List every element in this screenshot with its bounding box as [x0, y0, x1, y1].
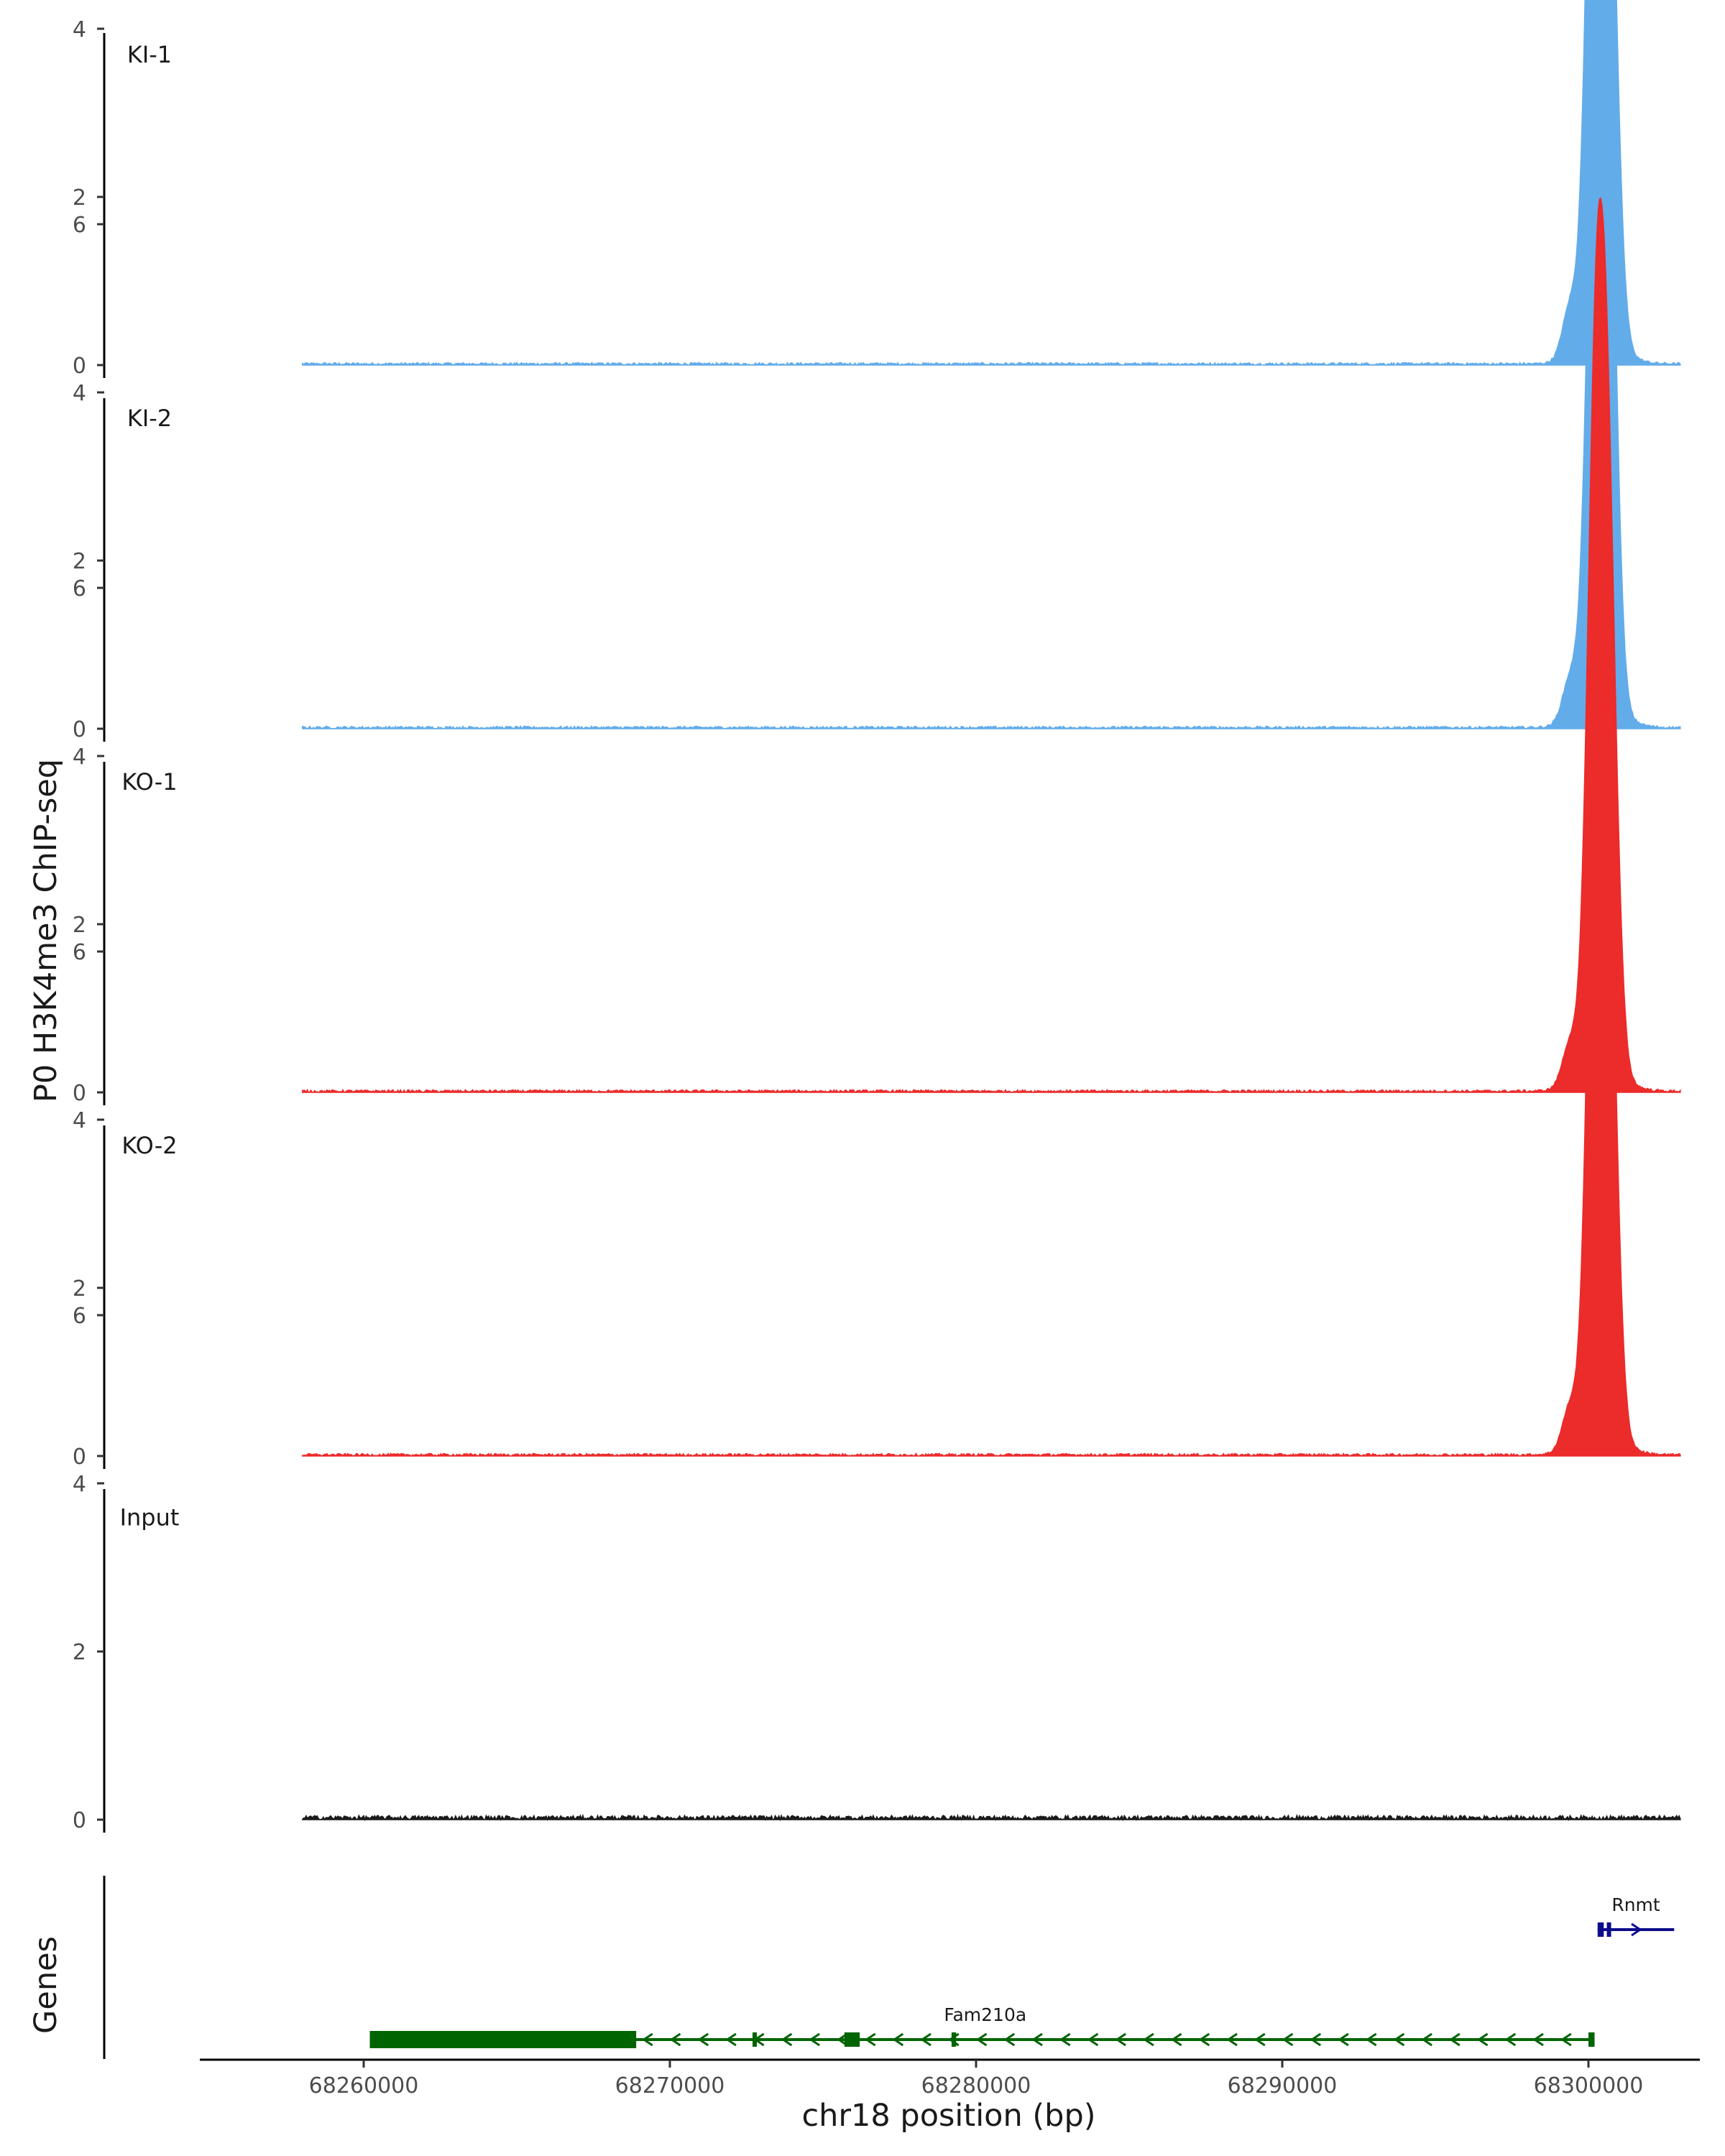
x-tick-label: 68280000	[921, 2073, 1031, 2099]
gene-exon	[369, 2031, 637, 2048]
strand-arrow-icon	[1087, 2032, 1099, 2047]
track-label-ki-2: KI-2	[127, 405, 172, 432]
gene-exon	[844, 2032, 860, 2047]
strand-arrow-icon	[864, 2032, 876, 2047]
y-tick-label: 2	[73, 1640, 86, 1665]
strand-arrow-icon	[1115, 2032, 1126, 2047]
y-tick-label: 2	[73, 1276, 86, 1302]
strand-arrow-icon	[1449, 2032, 1460, 2047]
gene-track: Fam210a Rnmt	[103, 1876, 1675, 2059]
signal-area-ki-2	[302, 0, 1681, 730]
y-tick-label: 6	[73, 940, 86, 965]
y-tick-label: 4	[73, 1108, 86, 1133]
strand-arrow-icon	[1226, 2032, 1238, 2047]
strand-arrow-icon	[1254, 2032, 1266, 2047]
gene-exon	[753, 2032, 758, 2047]
y-axis-title: P0 H3K4me3 ChIP-seq	[28, 759, 64, 1102]
strand-arrow-icon	[1560, 2032, 1572, 2047]
y-tick-label: 0	[73, 1808, 86, 1833]
gene-label-fam210a: Fam210a	[944, 2004, 1026, 2025]
strand-arrow-icon	[1170, 2032, 1182, 2047]
gene-exon	[1606, 1922, 1611, 1937]
strand-arrow-icon	[1143, 2032, 1154, 2047]
strand-arrow-icon	[975, 2032, 988, 2047]
y-tick-label: 6	[73, 213, 86, 238]
strand-arrow-icon	[642, 2032, 653, 2047]
y-tick-label: 0	[73, 1081, 86, 1106]
y-tick-label: 0	[73, 354, 86, 379]
signal-area-input	[302, 1813, 1681, 1822]
x-axis-title: chr18 position (bp)	[801, 2098, 1095, 2134]
track-ki-1: 0 2 4 6 KI-1	[73, 0, 1681, 379]
strand-arrow-icon	[1338, 2032, 1349, 2047]
y-tick-label: 2	[73, 913, 86, 938]
y-tick-label: 2	[73, 549, 86, 574]
y-tick-label: 4	[73, 381, 86, 406]
strand-arrow-icon	[809, 2032, 820, 2047]
gene-fam210a: Fam210a	[369, 2004, 1595, 2048]
strand-arrow-icon	[1310, 2032, 1322, 2047]
strand-arrow-icon	[669, 2032, 681, 2047]
strand-arrow-icon	[920, 2032, 932, 2047]
track-ko-1: 0 2 4 6 KO-1	[73, 197, 1681, 1106]
gene-exon	[951, 2032, 957, 2047]
gene-label-rnmt: Rnmt	[1611, 1894, 1660, 1915]
strand-arrow-icon	[1365, 2032, 1377, 2047]
track-input: 0 2 4 6 Input	[73, 1304, 1681, 1833]
y-tick-label: 0	[73, 1445, 86, 1470]
genes-track-title: Genes	[28, 1936, 64, 2034]
gene-exon	[1597, 1922, 1604, 1937]
strand-arrow-icon	[1532, 2032, 1544, 2047]
y-tick-label: 4	[73, 745, 86, 770]
strand-arrow-icon	[725, 2032, 737, 2047]
strand-arrow-icon	[1198, 2032, 1210, 2047]
track-label-input: Input	[120, 1504, 180, 1531]
gene-rnmt: Rnmt	[1597, 1894, 1675, 1937]
strand-arrow-icon	[781, 2032, 793, 2047]
strand-arrow-icon	[892, 2032, 904, 2047]
signal-area-ko-2	[302, 553, 1681, 1457]
y-tick-label: 0	[73, 717, 86, 742]
track-ki-2: 0 2 4 6 KI-2	[73, 0, 1681, 742]
y-tick-label: 6	[73, 576, 86, 602]
signal-area-ko-1	[302, 197, 1681, 1094]
strand-arrow-icon	[1631, 1922, 1642, 1937]
track-ko-2: 0 2 4 6 KO-2	[73, 553, 1681, 1470]
strand-arrow-icon	[1421, 2032, 1432, 2047]
strand-arrow-icon	[1003, 2032, 1016, 2047]
strand-arrow-icon	[1476, 2032, 1489, 2047]
track-label-ki-1: KI-1	[127, 41, 172, 68]
strand-arrow-icon	[1059, 2032, 1071, 2047]
strand-arrow-icon	[697, 2032, 709, 2047]
strand-arrow-icon	[1031, 2032, 1043, 2047]
y-tick-label: 2	[73, 185, 86, 211]
signal-tracks: 0246KI-10246KI-20246KO-10246KO-20246Inpu…	[73, 0, 1681, 1833]
y-tick-label: 4	[73, 17, 86, 42]
x-tick-label: 68260000	[309, 2073, 419, 2099]
x-axis: 68260000 68270000 68280000 68290000 68300000	[200, 2058, 1700, 2099]
y-tick-label: 6	[73, 1304, 86, 1329]
y-tick-label: 4	[73, 1472, 86, 1497]
track-label-ko-1: KO-1	[121, 768, 177, 796]
signal-area-ki-1	[302, 0, 1681, 367]
x-tick-label: 68290000	[1228, 2073, 1338, 2099]
gene-exon	[1588, 2032, 1595, 2047]
strand-arrow-icon	[1504, 2032, 1517, 2047]
track-label-ko-2: KO-2	[121, 1132, 177, 1159]
strand-arrow-icon	[1393, 2032, 1405, 2047]
x-tick-label: 68270000	[615, 2073, 725, 2099]
x-tick-label: 68300000	[1534, 2073, 1644, 2099]
strand-arrow-icon	[1282, 2032, 1294, 2047]
